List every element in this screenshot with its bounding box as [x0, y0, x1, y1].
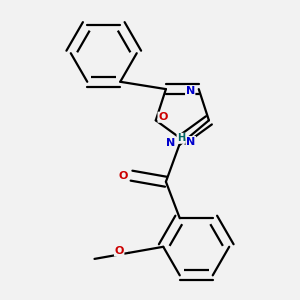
Text: H: H: [177, 133, 185, 143]
Text: O: O: [158, 112, 167, 122]
Text: O: O: [115, 246, 124, 256]
Text: N: N: [166, 138, 175, 148]
Text: N: N: [186, 136, 196, 147]
Text: O: O: [118, 171, 128, 181]
Text: N: N: [186, 86, 195, 96]
